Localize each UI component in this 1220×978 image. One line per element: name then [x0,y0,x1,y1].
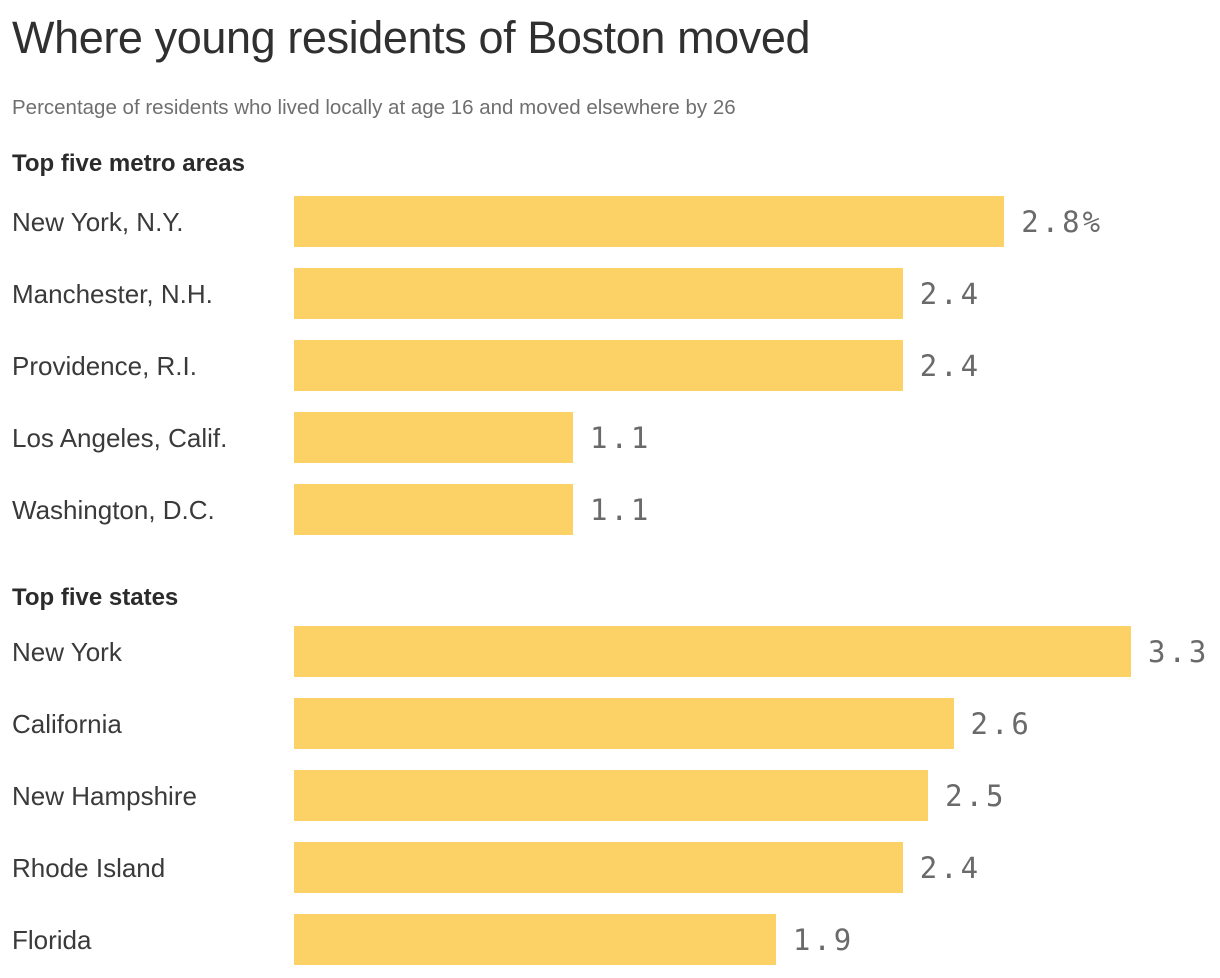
bar-row: Washington, D.C. 1.1 [12,484,1208,535]
bar-track: 2.8% [294,196,1208,247]
category-label: California [12,708,122,739]
category-label: New York, N.Y. [12,206,184,237]
bar-row: New Hampshire 2.5 [12,770,1208,821]
bar-row: Florida 1.9 [12,914,1208,965]
bar-track: 2.4 [294,842,1208,893]
value-label: 1.9 [792,922,855,957]
bar-track: 2.6 [294,698,1208,749]
bar [294,196,1005,247]
value-label: 2.6 [970,706,1032,741]
bar [294,484,573,535]
bar-row: Rhode Island 2.4 [12,842,1208,893]
bar [294,698,954,749]
bar-track: 1.1 [294,484,1208,535]
bar [294,914,776,965]
bar-track: 2.4 [294,340,1208,391]
bar-row: Manchester, N.H. 2.4 [12,268,1208,319]
bar [294,268,903,319]
category-label: Florida [12,924,92,955]
bar [294,770,929,821]
bar-track: 2.5 [294,770,1208,821]
value-label: 1.1 [590,492,652,527]
bar-track: 1.1 [294,412,1208,463]
category-label: Los Angeles, Calif. [12,422,228,453]
bar [294,412,573,463]
value-label: 1.1 [590,420,652,455]
bar-row: Los Angeles, Calif. 1.1 [12,412,1208,463]
section-heading-metro-areas: Top five metro areas [12,150,245,177]
chart-title: Where young residents of Boston moved [12,12,811,63]
bar [294,626,1131,677]
value-label: 2.4 [919,850,982,885]
bar-rows-states: New York 3.3 California 2.6 New Hampshire 2.5… [12,626,1208,965]
bar-row: California 2.6 [12,698,1208,749]
bar-track: 1.9 [294,914,1208,965]
category-label: Washington, D.C. [12,494,215,525]
chart-subtitle: Percentage of residents who lived locall… [12,96,736,119]
bar [294,340,903,391]
bar-row: New York, N.Y. 2.8% [12,196,1208,247]
category-label: New York [12,636,122,667]
bar-row: New York 3.3 [12,626,1208,677]
bar-track: 2.4 [294,268,1208,319]
category-label: Providence, R.I. [12,350,197,381]
bar-track: 3.3 [294,626,1208,677]
category-label: Manchester, N.H. [12,278,213,309]
bar [294,842,903,893]
category-label: Rhode Island [12,852,166,883]
value-label: 2.4 [919,348,982,383]
value-label: 2.5 [945,778,1007,813]
section-heading-states: Top five states [12,584,179,611]
value-label: 2.4 [919,276,982,311]
bar-row: Providence, R.I. 2.4 [12,340,1208,391]
category-label: New Hampshire [12,780,197,811]
bar-rows-metro-areas: New York, N.Y. 2.8% Manchester, N.H. 2.4 Pro… [12,196,1208,535]
section-metro-areas: Top five metro areas New York, N.Y. 2.8% M… [12,149,1208,535]
section-states: Top five states New York 3.3 California 2.6… [12,583,1208,965]
value-label: 2.8% [1021,204,1104,239]
value-label: 3.3 [1148,634,1210,669]
